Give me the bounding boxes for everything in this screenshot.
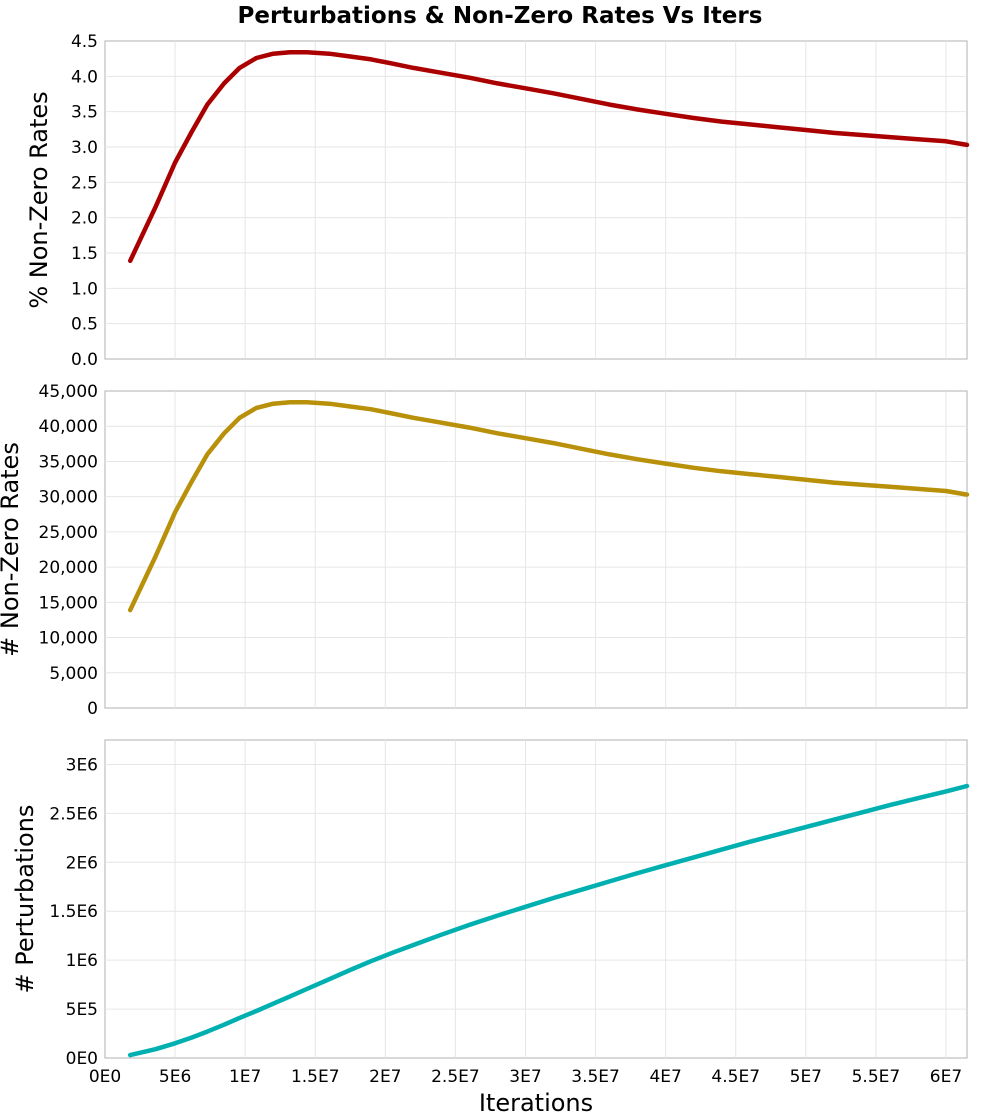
y-tick-label: 0.0 <box>71 350 98 370</box>
x-tick-label: 5E7 <box>790 1067 822 1087</box>
x-tick-label: 3E7 <box>509 1067 541 1087</box>
series-line-count-nonzero <box>127 400 970 613</box>
y-tick-label: 10,000 <box>39 629 98 649</box>
plot-area-perturbations <box>104 739 968 1059</box>
y-axis-label-pct-nonzero: % Non-Zero Rates <box>25 91 53 308</box>
y-tick-label: 1E6 <box>66 951 98 971</box>
panel-count-nonzero: 0 5,000 10,000 15,000 20,000 25,000 30,000 35,0… <box>0 382 970 719</box>
x-tick-label: 5E6 <box>159 1067 191 1087</box>
y-tick-label: 0 <box>87 699 98 719</box>
panel-pct-nonzero: 0.0 0.5 1.0 1.5 2.0 2.5 3.0 3.5 4.0 4.5 % Non-Zero… <box>25 32 970 370</box>
x-tick-label: 6E7 <box>930 1067 962 1087</box>
y-tick-label: 2.0 <box>71 209 98 229</box>
y-tick-label: 5E5 <box>66 1000 98 1020</box>
series-line-perturbations <box>127 783 970 1058</box>
plot-area-count-nonzero <box>104 390 968 709</box>
y-tick-label: 1.0 <box>71 279 98 299</box>
y-tick-label: 1.5E6 <box>49 902 98 922</box>
panel-perturbations: 0E0 5E5 1E6 1.5E6 2E6 2.5E6 3E6 # Perturbations <box>11 739 970 1069</box>
x-axis-label: Iterations <box>479 1089 593 1117</box>
y-tick-label: 0E0 <box>66 1049 98 1069</box>
x-tick-label: 0E0 <box>89 1067 121 1087</box>
y-tick-label: 2.5 <box>71 173 98 193</box>
plot-area-pct-nonzero <box>104 40 968 360</box>
y-axis-label-count-nonzero: # Non-Zero Rates <box>0 442 24 657</box>
y-tick-label: 1.5 <box>71 244 98 264</box>
y-tick-label: 3.0 <box>71 138 98 158</box>
x-tick-label: 4.5E7 <box>711 1067 760 1087</box>
y-tick-label: 25,000 <box>39 523 98 543</box>
y-tick-label: 5,000 <box>49 664 98 684</box>
x-tick-label: 1E7 <box>229 1067 261 1087</box>
y-tick-label: 2.5E6 <box>49 804 98 824</box>
x-tick-label: 2E7 <box>369 1067 401 1087</box>
y-tick-label: 4.5 <box>71 32 98 52</box>
x-tick-label: 1.5E7 <box>291 1067 340 1087</box>
y-tick-label: 2E6 <box>66 853 98 873</box>
y-tick-label: 40,000 <box>39 417 98 437</box>
x-tick-label: 2.5E7 <box>431 1067 480 1087</box>
x-tick-label: 5.5E7 <box>852 1067 901 1087</box>
y-tick-label: 3E6 <box>66 755 98 775</box>
y-tick-label: 30,000 <box>39 488 98 508</box>
y-tick-label: 20,000 <box>39 558 98 578</box>
y-axis-label-perturbations: # Perturbations <box>11 805 39 994</box>
x-tick-label: 4E7 <box>649 1067 681 1087</box>
y-tick-label: 35,000 <box>39 452 98 472</box>
y-tick-label: 45,000 <box>39 382 98 402</box>
y-tick-label: 3.5 <box>71 103 98 123</box>
x-tick-label: 3.5E7 <box>571 1067 620 1087</box>
series-line-pct-nonzero <box>127 50 970 264</box>
y-tick-label: 4.0 <box>71 67 98 87</box>
y-tick-label: 15,000 <box>39 593 98 613</box>
y-tick-label: 0.5 <box>71 315 98 335</box>
chart-title: Perturbations & Non-Zero Rates Vs Iters <box>238 3 763 29</box>
